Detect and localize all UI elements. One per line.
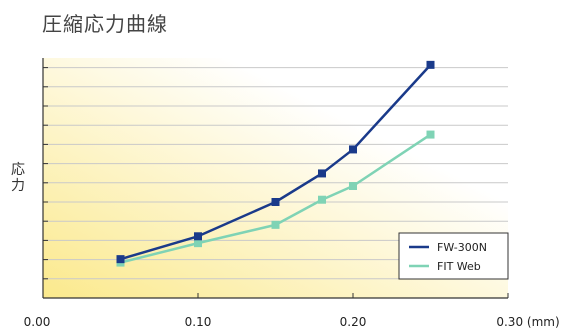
series-line [120, 64, 432, 261]
data-point [271, 220, 280, 229]
axes [42, 58, 509, 299]
x-tick-label: 0.10 [185, 315, 212, 329]
legend-label: FW-300N [437, 241, 487, 254]
y-axis-label: 応 力 [11, 162, 25, 194]
x-tick-label: 0.20 [340, 315, 367, 329]
series-fw-300n [116, 60, 435, 264]
legend: FW-300N FIT Web [398, 232, 509, 280]
series-layer [116, 60, 435, 267]
series-line [120, 133, 432, 264]
legend-box [398, 232, 509, 280]
data-point [426, 60, 435, 69]
data-point [194, 232, 202, 241]
x-tick-label: 0.00 [24, 315, 51, 329]
data-point [349, 182, 357, 190]
data-point [116, 255, 125, 264]
chart-title: 圧縮応力曲線 [42, 12, 168, 36]
data-point [318, 169, 326, 178]
legend-label: FIT Web [437, 260, 481, 273]
x-tick-label: 0.30 (mm) [496, 315, 559, 329]
data-point [318, 195, 326, 204]
data-point [426, 130, 435, 139]
data-point [271, 198, 280, 206]
data-point [349, 145, 357, 154]
x-tick-labels: 0.00 0.10 0.20 0.30 (mm) [24, 315, 560, 329]
data-point [194, 239, 202, 248]
